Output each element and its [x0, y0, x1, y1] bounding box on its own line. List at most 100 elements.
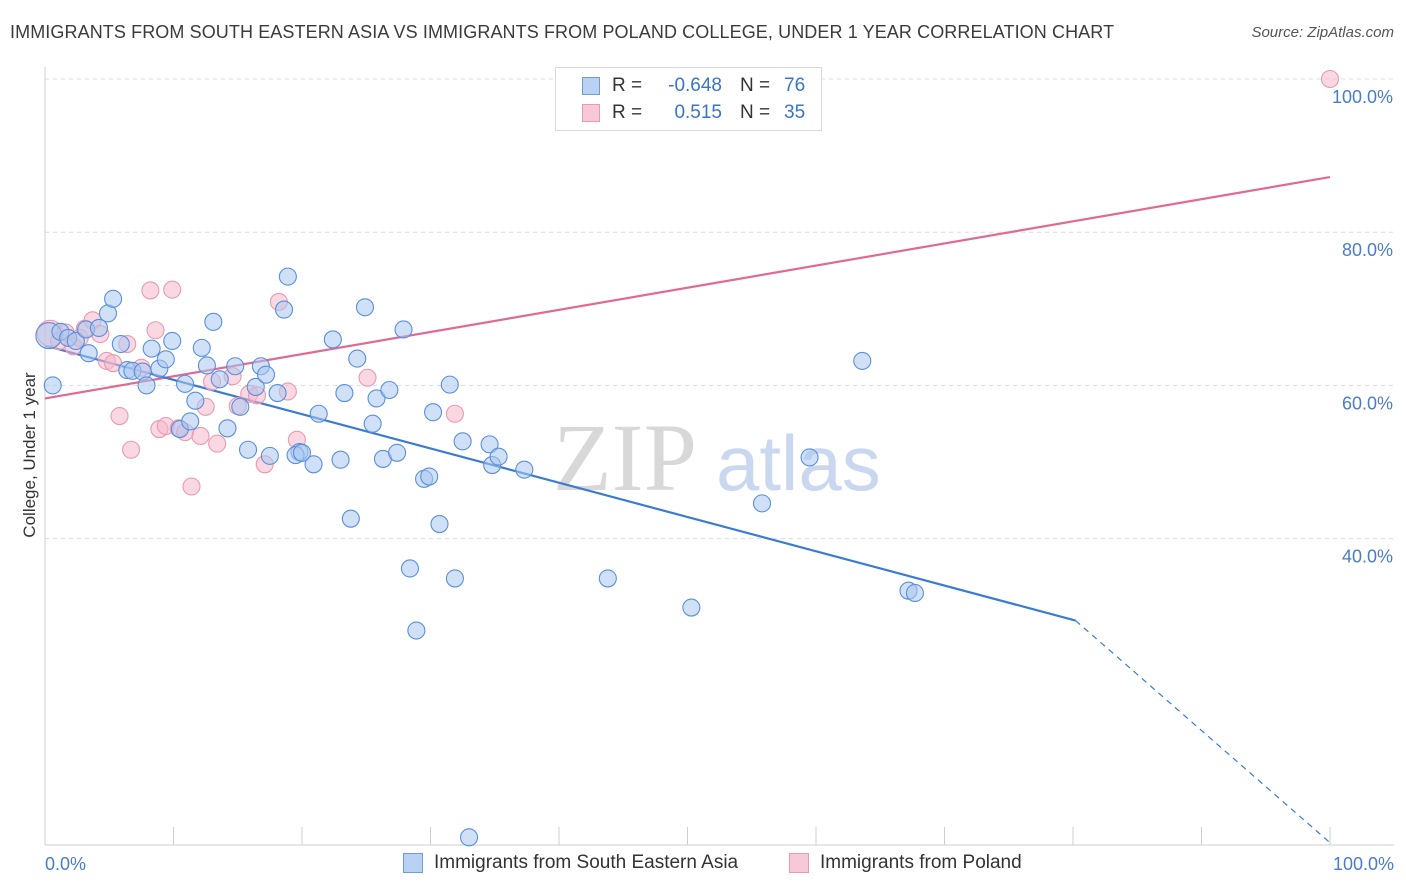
y-tick-label: 40.0% — [1342, 547, 1393, 567]
point-sea — [853, 351, 872, 370]
point-poland — [182, 477, 201, 496]
point-sea — [181, 412, 200, 431]
watermark-zip: ZIP — [553, 404, 697, 511]
legend-row-sea: R = -0.648 N = 76 — [582, 73, 805, 99]
point-sea — [394, 320, 413, 339]
trend-line-sea-extension — [1075, 620, 1331, 844]
point-sea — [489, 447, 508, 466]
point-sea — [440, 375, 459, 394]
point-sea — [137, 376, 156, 395]
legend-label-poland: Immigrants from Poland — [820, 852, 1022, 873]
point-sea — [331, 450, 350, 469]
point-poland — [445, 404, 464, 423]
point-sea — [367, 389, 386, 408]
point-sea — [430, 514, 449, 534]
point-sea — [400, 559, 419, 578]
legend-swatch-blue — [582, 77, 600, 95]
point-sea — [156, 350, 175, 369]
trend-line-sea — [44, 344, 1076, 622]
point-poland — [122, 440, 141, 459]
point-sea — [231, 397, 250, 416]
bottom-legend-poland: Immigrants from Poland — [789, 852, 1022, 874]
point-sea — [79, 344, 98, 363]
point-sea — [292, 443, 312, 462]
point-sea — [186, 391, 205, 410]
legend-r-label: R = — [612, 75, 643, 96]
point-poland — [191, 426, 210, 446]
point-sea — [598, 569, 617, 588]
point-sea — [142, 339, 161, 358]
point-sea — [388, 443, 407, 462]
point-sea — [111, 334, 130, 354]
y-tick-label: 80.0% — [1342, 240, 1393, 260]
point-sea — [905, 583, 924, 603]
point-sea — [197, 356, 216, 375]
point-poland — [141, 281, 160, 300]
point-sea — [445, 569, 464, 588]
point-sea — [104, 289, 123, 308]
point-sea — [348, 349, 367, 368]
point-sea — [515, 460, 534, 479]
point-sea — [274, 300, 294, 319]
point-sea — [304, 455, 323, 474]
point-poland — [163, 280, 182, 299]
point-sea — [459, 828, 479, 847]
point-sea — [323, 330, 342, 349]
point-sea — [278, 267, 297, 286]
legend-n-value: 35 — [784, 102, 806, 123]
point-sea — [341, 509, 360, 528]
legend-n-label: N = — [740, 102, 771, 123]
legend-r-value: -0.648 — [668, 75, 722, 96]
point-sea — [256, 365, 276, 384]
legend-n-label: N = — [740, 75, 771, 96]
bottom-legend-sea: Immigrants from South Eastern Asia — [403, 852, 738, 874]
point-poland — [110, 406, 129, 426]
point-sea — [800, 448, 819, 467]
point-sea — [163, 331, 182, 351]
watermark-atlas: atlas — [716, 419, 881, 507]
x-tick-label-min: 0.0% — [45, 854, 86, 874]
point-sea — [238, 440, 258, 459]
point-sea — [480, 435, 499, 454]
point-sea — [176, 374, 195, 393]
chart-title: IMMIGRANTS FROM SOUTH EASTERN ASIA VS IM… — [10, 22, 1115, 42]
legend-row-poland: R = 0.515 N = 35 — [582, 100, 805, 126]
point-sea — [752, 494, 772, 513]
point-poland — [146, 321, 165, 340]
point-sea — [380, 380, 399, 400]
point-sea — [407, 621, 426, 640]
point-sea — [420, 467, 439, 486]
point-sea — [192, 338, 211, 357]
y-tick-labels: 40.0% 60.0% 80.0% 100.0% — [1332, 87, 1393, 567]
point-sea — [363, 414, 382, 433]
legend-swatch-pink — [789, 853, 809, 873]
point-sea — [218, 419, 237, 438]
point-sea — [424, 403, 443, 422]
watermark: ZIP atlas — [553, 404, 881, 511]
point-poland — [358, 368, 377, 387]
point-sea — [66, 331, 85, 351]
correlation-legend: R = -0.648 N = 76 R = 0.515 N = 35 — [555, 67, 822, 131]
point-sea — [682, 598, 701, 617]
data-points — [35, 69, 1340, 847]
point-sea — [260, 446, 279, 465]
source-label: Source: ZipAtlas.com — [1251, 24, 1394, 41]
point-sea — [226, 357, 245, 376]
point-sea — [355, 298, 375, 317]
axes — [44, 67, 1394, 846]
legend-n-value: 76 — [784, 75, 806, 96]
point-sea — [246, 377, 265, 396]
legend-label-sea: Immigrants from South Eastern Asia — [434, 852, 739, 873]
legend-r-value: 0.515 — [674, 102, 722, 123]
point-sea — [89, 318, 109, 338]
legend-swatch-pink — [582, 104, 600, 122]
point-poland — [1320, 69, 1340, 89]
point-sea — [210, 370, 229, 389]
y-tick-label: 100.0% — [1332, 87, 1393, 107]
point-poland — [208, 434, 227, 453]
point-sea — [268, 384, 287, 403]
legend-swatch-blue — [403, 853, 423, 873]
x-tick-label-max: 100.0% — [1333, 854, 1394, 874]
point-sea — [453, 432, 472, 451]
